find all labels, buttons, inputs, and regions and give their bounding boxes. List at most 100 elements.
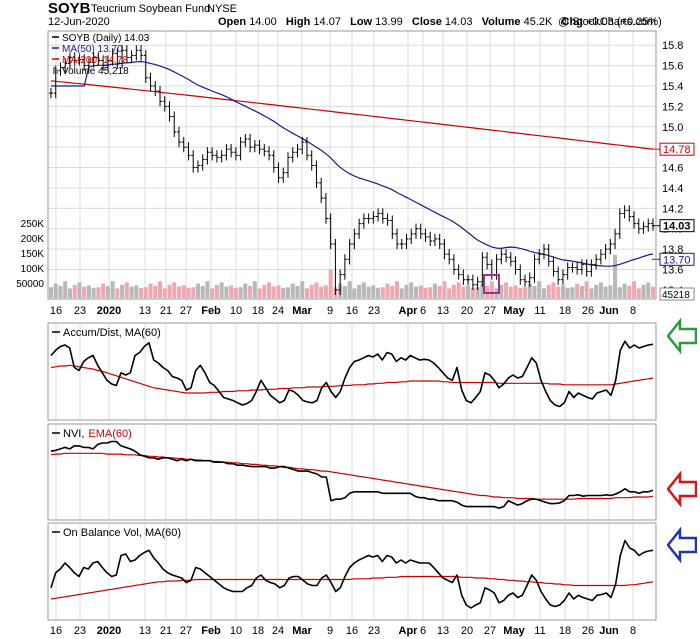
volume-bar <box>314 282 319 298</box>
bottom-axis-x-label-0: 16 <box>50 625 62 637</box>
volume-bar <box>271 286 276 298</box>
chg-value: +0.03 (+0.25%) <box>585 16 662 28</box>
volume-bar <box>556 286 561 298</box>
volume-bar <box>551 282 556 298</box>
nvi-legend-0: NVI, <box>63 428 84 440</box>
top-axis-x-label-13: 23 <box>368 305 380 317</box>
volume-bar <box>518 287 523 298</box>
bottom-axis-x-label-3: 13 <box>139 625 151 637</box>
volume-bar <box>276 285 281 298</box>
volume-bar <box>49 287 53 298</box>
ma200-line <box>50 80 654 150</box>
volume-bar <box>252 281 257 298</box>
top-axis-x-label-2: 2020 <box>97 305 121 317</box>
volume-bar <box>565 287 570 298</box>
close-label: Close <box>411 16 442 28</box>
volume-bar <box>286 287 291 298</box>
blue-arrow-icon <box>667 527 697 563</box>
volume-bar <box>124 282 129 298</box>
ohlc-summary: Open 14.00 High 14.07 Low 13.99 Close 14… <box>218 16 662 28</box>
top-axis-x-label-4: 21 <box>160 305 172 317</box>
volume-bar <box>129 286 134 298</box>
bottom-axis-x-label-10: Mar <box>292 625 312 637</box>
nvi-line <box>50 440 654 509</box>
top-axis-x-label-20: 11 <box>534 305 545 317</box>
highlight-box <box>483 274 500 294</box>
exchange-label: NYSE <box>207 3 237 15</box>
price-tag-box-2 <box>659 252 695 266</box>
top-axis-x-label-7: 10 <box>230 305 242 317</box>
volume-bar <box>86 285 91 298</box>
bottom-axis-x-label-21: 18 <box>559 625 571 637</box>
bottom-axis-x-label-22: 26 <box>582 625 594 637</box>
bottom-axis-x-label-18: 27 <box>484 625 496 637</box>
price-tag-box-0 <box>659 142 695 156</box>
volume-bar <box>167 284 172 298</box>
volume-bar <box>304 288 309 298</box>
green-arrow-icon <box>667 318 697 354</box>
volume-bar <box>357 284 362 298</box>
price-tag-box-1 <box>659 219 695 233</box>
volume-tick-label-1: 200K <box>21 234 45 245</box>
close-value: 14.03 <box>444 16 473 28</box>
volume-bar <box>594 284 599 298</box>
volume-bar <box>58 286 63 298</box>
volume-bar <box>319 286 324 298</box>
volume-bar <box>53 283 58 298</box>
bottom-axis-x-label-6: Feb <box>201 625 221 637</box>
top-axis-x-label-15: 6 <box>420 305 426 317</box>
bottom-axis-x-label-15: 6 <box>420 625 426 637</box>
volume-bar <box>148 283 153 298</box>
bottom-axis-x-label-1: 23 <box>74 625 86 637</box>
volume-bar <box>200 286 205 298</box>
volume-bar <box>290 283 295 298</box>
top-axis-x-label-11: 9 <box>327 305 333 317</box>
volume-bar <box>186 287 191 298</box>
volume-bar <box>617 287 622 298</box>
price-tag-0: 14.78 <box>663 144 691 156</box>
price-tick-label-6: 14.6 <box>662 163 683 175</box>
volume-bar <box>101 283 106 298</box>
volume-bar <box>176 286 181 298</box>
volume-bar <box>413 286 418 298</box>
volume-bar <box>409 282 414 298</box>
volume-bar <box>295 286 300 298</box>
volume-bar <box>480 283 485 298</box>
volume-bar <box>570 287 575 298</box>
volume-bar <box>63 281 68 298</box>
volume-bar <box>158 281 163 298</box>
volume-bar <box>579 286 584 298</box>
volume-bar <box>371 285 376 298</box>
top-axis-x-label-1: 23 <box>74 305 86 317</box>
volume-bar <box>224 286 229 298</box>
volume-bar <box>214 284 219 298</box>
volume-bar <box>622 283 627 298</box>
volume-bar <box>380 287 385 298</box>
top-axis-x-label-22: 26 <box>582 305 594 317</box>
volume-bar <box>513 285 518 298</box>
price-tick-label-1: 15.6 <box>662 61 683 73</box>
volume-bar <box>300 281 305 298</box>
obv-ma-line <box>50 575 654 600</box>
volume-bar <box>527 283 532 298</box>
volume-bar <box>456 282 461 298</box>
volume-bar <box>257 288 262 298</box>
volume-bar <box>627 286 632 298</box>
top-axis-x-label-12: 16 <box>346 305 358 317</box>
ad-panel-frame <box>47 322 657 421</box>
volume-bar <box>205 281 210 298</box>
volume-bar <box>632 281 637 298</box>
bottom-axis-x-label-11: 9 <box>327 625 333 637</box>
volume-bar <box>475 287 480 298</box>
volume-bar <box>385 283 390 298</box>
volume-bar <box>91 287 96 298</box>
open-label: Open <box>218 16 247 28</box>
top-axis-x-label-23: Jun <box>599 305 619 317</box>
price-legend-2: MA(200) 14.78 <box>62 55 129 66</box>
volume-bar <box>395 281 400 298</box>
volume-bar <box>229 285 234 298</box>
chart-date: 12-Jun-2020 <box>48 16 110 28</box>
volume-bar <box>447 288 452 298</box>
price-tick-label-7: 14.4 <box>662 183 683 195</box>
volume-bar <box>461 286 466 298</box>
